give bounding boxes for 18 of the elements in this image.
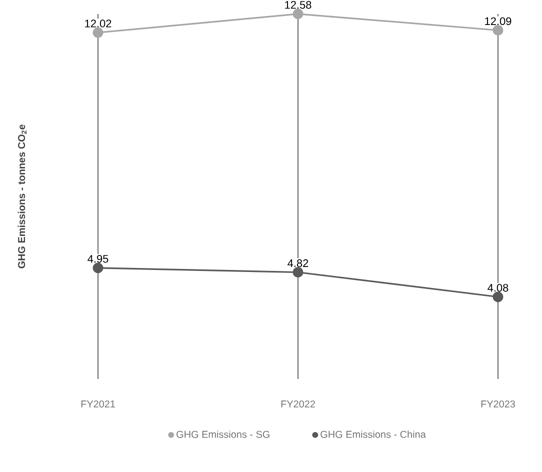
point — [92, 27, 104, 38]
data-label: 12.09 — [485, 17, 512, 26]
x-tick-label: FY2022 — [281, 400, 315, 408]
point — [292, 267, 304, 278]
data-label: 12.02 — [85, 20, 112, 28]
y-axis-title: GHG Emissions - tonnes CO$_{2}$e — [18, 124, 26, 268]
data-label: 4.82 — [288, 259, 308, 268]
data-label: 4.08 — [488, 284, 508, 292]
data-label: 12.58 — [285, 1, 312, 9]
data-label: 4.95 — [88, 255, 108, 263]
point — [292, 8, 304, 20]
x-tick-label: FY2021 — [81, 400, 115, 408]
point — [492, 25, 504, 36]
point — [92, 262, 104, 274]
x-tick-label: FY2023 — [481, 400, 516, 408]
legend-label: GHG Emissions - SG — [176, 430, 270, 438]
point — [492, 292, 504, 302]
legend-label: GHG Emissions - China — [320, 430, 426, 438]
